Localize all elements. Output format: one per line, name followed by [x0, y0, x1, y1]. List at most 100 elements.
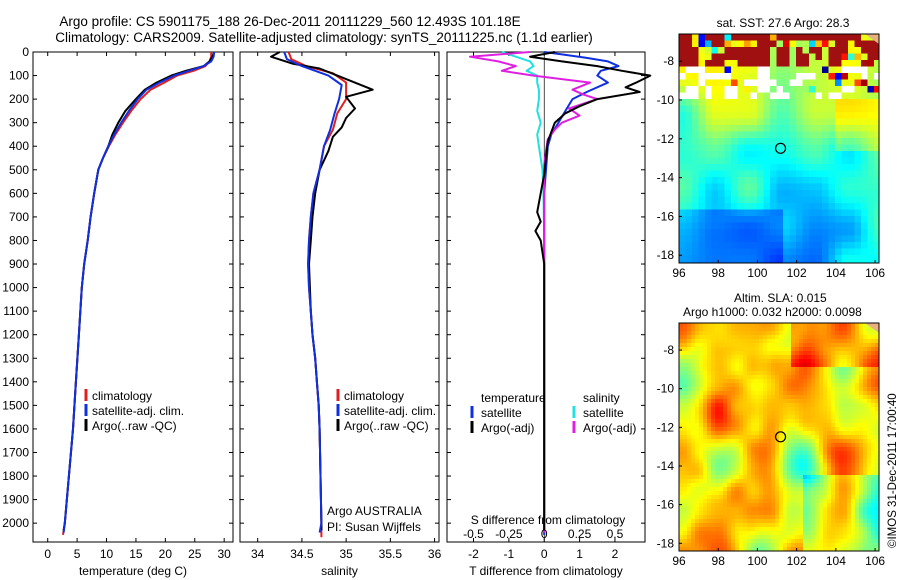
map-cell: [687, 435, 692, 440]
map-cell: [787, 423, 792, 428]
map-cell: [747, 523, 752, 528]
map-cell: [859, 387, 864, 392]
map-cell: [796, 34, 803, 41]
map-cell: [775, 415, 780, 420]
map-cell: [685, 144, 693, 152]
map-cell: [687, 507, 692, 512]
map-cell: [839, 403, 844, 408]
map-cell: [819, 431, 824, 436]
map-cell: [718, 177, 725, 184]
map-cell: [775, 491, 780, 496]
map-cell: [718, 164, 725, 171]
map-cell: [723, 463, 728, 468]
map-cell: [757, 92, 764, 100]
map-cell: [819, 519, 824, 524]
map-cell: [847, 495, 852, 500]
map-cell: [847, 527, 852, 532]
map-cell: [779, 443, 784, 448]
map-cell: [750, 229, 758, 236]
map-cell: [698, 66, 706, 74]
map-cell: [827, 327, 832, 332]
map-cell: [747, 407, 752, 412]
map-cell: [699, 379, 704, 384]
map-cell: [699, 543, 704, 548]
map-cell: [855, 355, 860, 360]
map-cell: [867, 151, 875, 158]
map-cell: [739, 323, 744, 328]
map-cell: [718, 47, 725, 54]
map-cell: [731, 151, 738, 158]
map-cell: [759, 399, 764, 404]
map-cell: [759, 351, 764, 356]
map-cell: [823, 399, 828, 404]
map-cell: [767, 379, 772, 384]
map-cell: [831, 339, 836, 344]
map-cell: [847, 479, 852, 484]
map-cell: [843, 395, 848, 400]
map-cell: [699, 515, 704, 520]
map-cell: [776, 99, 784, 106]
map-cell: [851, 479, 856, 484]
map-cell: [802, 157, 810, 165]
map-cell: [679, 495, 684, 500]
map-cell: [763, 229, 771, 236]
map-cell: [771, 335, 776, 340]
map-cell: [851, 511, 856, 516]
y-tick-label: 500: [9, 163, 29, 177]
map-cell: [815, 475, 820, 480]
map-cell: [750, 40, 758, 48]
map-cell: [807, 483, 812, 488]
map-cell: [831, 503, 836, 508]
map-cell: [743, 443, 748, 448]
map-cell: [831, 515, 836, 520]
map-cell: [763, 535, 768, 540]
map-cell: [679, 216, 686, 223]
map-cell: [711, 523, 716, 528]
map-cell: [779, 511, 784, 516]
map-cell: [828, 164, 836, 171]
map-cell: [791, 467, 796, 472]
map-cell: [771, 519, 776, 524]
map-cell: [747, 535, 752, 540]
map-cell: [750, 79, 758, 87]
map-cell: [751, 435, 756, 440]
map-cell: [747, 383, 752, 388]
map-cell: [775, 519, 780, 524]
map-cell: [855, 383, 860, 388]
map-cell: [727, 391, 732, 396]
map-cell: [787, 391, 792, 396]
map-cell: [731, 255, 738, 262]
map-cell: [783, 407, 788, 412]
map-cell: [703, 535, 708, 540]
map-cell: [771, 323, 776, 328]
map-cell: [867, 47, 875, 54]
map-cell: [731, 92, 738, 100]
map-cell: [695, 367, 700, 372]
map-cell: [795, 495, 800, 500]
map-cell: [831, 351, 836, 356]
map-cell: [775, 535, 780, 540]
map-cell: [811, 523, 816, 528]
legend-label: climatology: [344, 389, 404, 403]
map-cell: [750, 73, 758, 80]
map-cell: [757, 60, 764, 67]
map-cell: [711, 495, 716, 500]
map-cell: [723, 379, 728, 384]
map-cell: [685, 53, 693, 61]
map-cell: [723, 455, 728, 460]
map-cell: [791, 383, 796, 388]
map-cell: [695, 403, 700, 408]
map-cell: [795, 339, 800, 344]
map-cell: [757, 209, 764, 217]
map-cell: [679, 196, 686, 204]
map-cell: [841, 105, 849, 113]
map-cell: [750, 86, 758, 93]
map-cell: [807, 339, 812, 344]
map-cell: [867, 131, 875, 139]
map-cell: [737, 164, 745, 171]
map-cell: [815, 427, 820, 432]
map-cell: [703, 359, 708, 364]
map-cell: [827, 439, 832, 444]
map-cell: [799, 535, 804, 540]
map-cell: [871, 387, 876, 392]
